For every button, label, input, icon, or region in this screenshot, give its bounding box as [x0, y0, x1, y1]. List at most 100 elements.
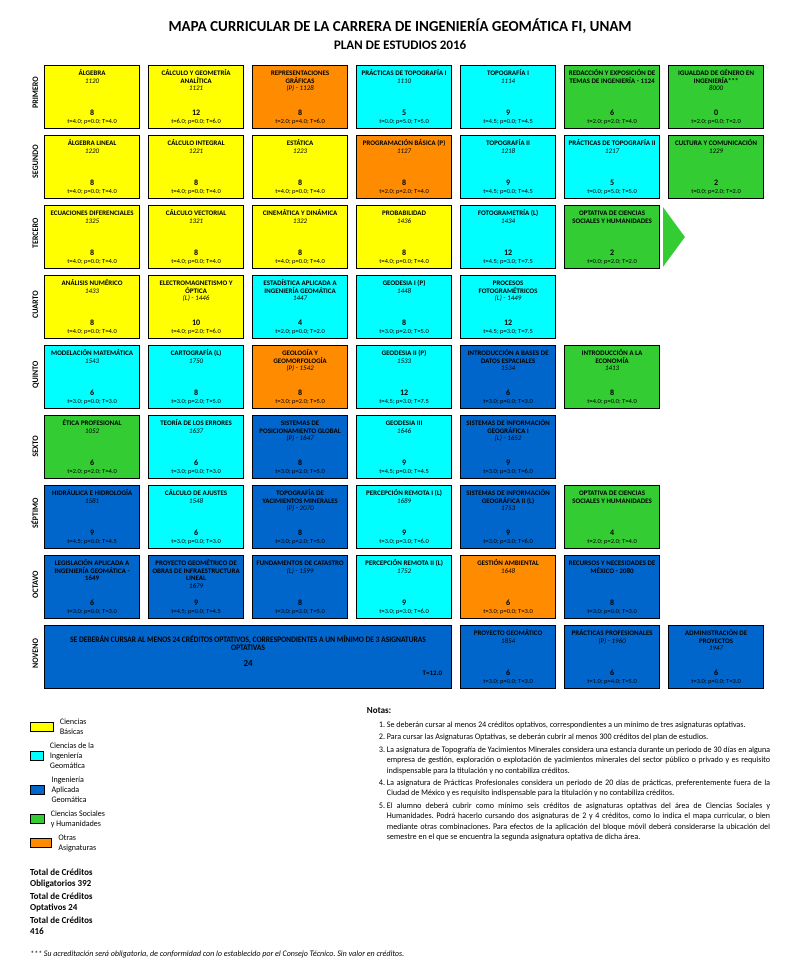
course-code: 1110	[360, 77, 448, 85]
course-name: IGUALDAD DE GÉNERO EN INGENIERÍA***	[672, 69, 760, 84]
course-cell: CÁLCULO DE AJUSTES15486t=3.0; p=0.0; T=3…	[148, 485, 244, 549]
course-cell: MODELACIÓN MATEMÁTICA15436t=3.0; p=0.0; …	[44, 345, 140, 409]
semester-row: ÁLGEBRA LINEAL12208t=4.0; p=0.0; T=4.0CÁ…	[30, 135, 770, 199]
optative-credits: 24	[243, 659, 252, 669]
page-title: MAPA CURRICULAR DE LA CARRERA DE INGENIE…	[30, 18, 770, 36]
course-hours: t=3.0; p=0.0; T=3.0	[48, 608, 136, 615]
legend-item: Ingeniería Aplicada Geomática	[30, 775, 107, 805]
course-cell: CULTURA Y COMUNICACIÓN12292t=0.0; p=2.0;…	[668, 135, 764, 199]
course-name: INTRODUCCIÓN A BASES DE DATOS ESPACIALES	[464, 349, 552, 364]
course-name: PROYECTO GEOMÉTRICO DE OBRAS DE INFRAEST…	[152, 559, 240, 582]
course-hours: t=4.0; p=0.0; T=4.0	[152, 188, 240, 195]
legend-label: Ciencias Básicas	[60, 717, 107, 737]
total-optative: Total de Créditos Optativos 24	[30, 891, 107, 913]
course-hours: t=2.0; p=0.0; T=2.0	[672, 118, 760, 125]
semester-row: LEGISLACIÓN APLICADA A INGENIERÍA GEOMÁT…	[30, 555, 770, 619]
course-hours: t=3.0; p=0.0; T=3.0	[464, 398, 552, 405]
semester-row: ÉTICA PROFESIONAL10526t=2.0; p=2.0; T=4.…	[30, 415, 770, 479]
course-hours: t=0.0; p=2.0; T=2.0	[672, 188, 760, 195]
semester-label: CUARTO	[31, 294, 41, 318]
empty-cell	[668, 555, 764, 619]
optative-text: SE DEBERÁN CURSAR AL MENOS 24 CRÉDITOS O…	[48, 637, 448, 654]
course-cell: ÁLGEBRA LINEAL12208t=4.0; p=0.0; T=4.0	[44, 135, 140, 199]
course-name: SISTEMAS DE INFORMACIÓN GEOGRÁFICA II (L…	[464, 489, 552, 504]
course-code: 1433	[48, 287, 136, 295]
course-code: 1534	[464, 364, 552, 372]
course-hours: t=2.0; p=2.0; T=4.0	[360, 188, 448, 195]
course-hours: t=2.0; p=2.0; T=4.0	[568, 538, 656, 545]
arrow-icon	[663, 207, 685, 267]
course-code: 1533	[360, 357, 448, 365]
course-cell: GEODESIA II (P)153312t=4.5; p=3.0; T=7.5	[356, 345, 452, 409]
course-code: 1121	[152, 84, 240, 92]
semester-label: SÉPTIMO	[31, 504, 41, 528]
course-code: 1223	[256, 147, 344, 155]
course-name: GEOLOGÍA Y GEOMORFOLOGÍA	[256, 349, 344, 364]
course-hours: t=4.5; p=0.0; T=4.5	[360, 468, 448, 475]
course-hours: t=3.0; p=0.0; T=3.0	[568, 608, 656, 615]
empty-cell	[564, 275, 660, 339]
note-item: La asignatura de Topografía de Yacimient…	[387, 745, 770, 776]
course-hours: t=4.0; p=0.0; T=4.0	[360, 258, 448, 265]
course-cell: ANÁLISIS NUMÉRICO14338t=4.0; p=0.0; T=4.…	[44, 275, 140, 339]
credit-totals: Total de Créditos Obligatorios 392 Total…	[30, 867, 107, 937]
empty-cell	[668, 415, 764, 479]
course-cell: INTRODUCCIÓN A BASES DE DATOS ESPACIALES…	[460, 345, 556, 409]
course-hours: t=3.0; p=0.0; T=3.0	[48, 398, 136, 405]
legend-item: Otras Asignaturas	[30, 833, 107, 853]
semester-label: NOVENO	[31, 644, 41, 668]
course-hours: t=4.0; p=0.0; T=4.0	[48, 328, 136, 335]
course-name: INTRODUCCIÓN A LA ECONOMÍA	[568, 349, 656, 364]
course-hours: t=2.0; p=0.0; T=2.0	[256, 328, 344, 335]
course-hours: t=3.0; p=0.0; T=3.0	[152, 468, 240, 475]
course-name: RECURSOS Y NECESIDADES DE MÉXICO - 2080	[568, 559, 656, 574]
course-grid: PRIMEROÁLGEBRA11208t=4.0; p=0.0; T=4.0CÁ…	[30, 65, 770, 689]
course-name: SISTEMAS DE POSICIONAMIENTO GLOBAL	[256, 419, 344, 434]
course-code: (L) - 1449	[464, 294, 552, 302]
optative-hours: T=12.0	[423, 669, 442, 677]
legend: Ciencias Básicas Ciencias de la Ingenierí…	[30, 717, 107, 853]
course-hours: t=2.0; p=4.0; T=6.0	[256, 118, 344, 125]
course-name: TOPOGRAFÍA DE YACIMIENTOS MINERALES	[256, 489, 344, 504]
course-hours: t=3.0; p=3.0; T=6.0	[360, 538, 448, 545]
course-code: 1854	[464, 637, 552, 645]
course-code: (L) - 1446	[152, 294, 240, 302]
course-code: 1947	[672, 644, 760, 652]
course-cell: PROYECTO GEOMÉTRICO DE OBRAS DE INFRAEST…	[148, 555, 244, 619]
course-hours: t=4.5; p=3.0; T=7.5	[464, 258, 552, 265]
semester-row: ECUACIONES DIFERENCIALES13258t=4.0; p=0.…	[30, 205, 770, 269]
course-hours: t=2.0; p=2.0; T=4.0	[568, 118, 656, 125]
course-code: 1646	[360, 427, 448, 435]
page-subtitle: PLAN DE ESTUDIOS 2016	[30, 38, 770, 53]
course-hours: t=4.0; p=2.0; T=6.0	[152, 328, 240, 335]
course-code: 1648	[464, 567, 552, 575]
semester-row: MODELACIÓN MATEMÁTICA15436t=3.0; p=0.0; …	[30, 345, 770, 409]
course-hours: t=4.5; p=3.0; T=7.5	[464, 328, 552, 335]
course-hours: t=3.0; p=2.0; T=5.0	[152, 398, 240, 405]
course-cell: ADMINISTRACIÓN DE PROYECTOS19476t=3.0; p…	[668, 625, 764, 689]
legend-swatch	[30, 722, 54, 732]
course-name: ELECTROMAGNETISMO Y ÓPTICA	[152, 279, 240, 294]
semester-label: QUINTO	[31, 364, 41, 388]
course-code: 1434	[464, 217, 552, 225]
legend-label: Ciencias de la Ingeniería Geomática	[50, 741, 107, 771]
course-hours: t=4.0; p=0.0; T=4.0	[152, 258, 240, 265]
course-hours: t=3.0; p=3.0; T=6.0	[464, 538, 552, 545]
course-cell: GEODESIA III16469t=4.5; p=0.0; T=4.5	[356, 415, 452, 479]
course-code: 1322	[256, 217, 344, 225]
course-cell: TOPOGRAFÍA II12189t=4.5; p=0.0; T=4.5	[460, 135, 556, 199]
course-hours: t=3.0; p=2.0; T=5.0	[256, 608, 344, 615]
course-hours: t=4.0; p=0.0; T=4.0	[256, 188, 344, 195]
course-hours: t=4.0; p=0.0; T=4.0	[256, 258, 344, 265]
course-cell: ECUACIONES DIFERENCIALES13258t=4.0; p=0.…	[44, 205, 140, 269]
course-hours: t=4.0; p=0.0; T=4.0	[48, 118, 136, 125]
course-code: 1447	[256, 294, 344, 302]
curriculum-map: MAPA CURRICULAR DE LA CARRERA DE INGENIE…	[0, 0, 800, 977]
semester-row: ANÁLISIS NUMÉRICO14338t=4.0; p=0.0; T=4.…	[30, 275, 770, 339]
course-cell: ESTÁTICA12238t=4.0; p=0.0; T=4.0	[252, 135, 348, 199]
course-hours: t=3.0; p=2.0; T=5.0	[360, 328, 448, 335]
course-code: 1750	[152, 357, 240, 365]
course-code: 1581	[48, 497, 136, 505]
course-cell: OPTATIVA DE CIENCIAS SOCIALES Y HUMANIDA…	[564, 485, 660, 549]
course-code: (P) - 1128	[256, 84, 344, 92]
